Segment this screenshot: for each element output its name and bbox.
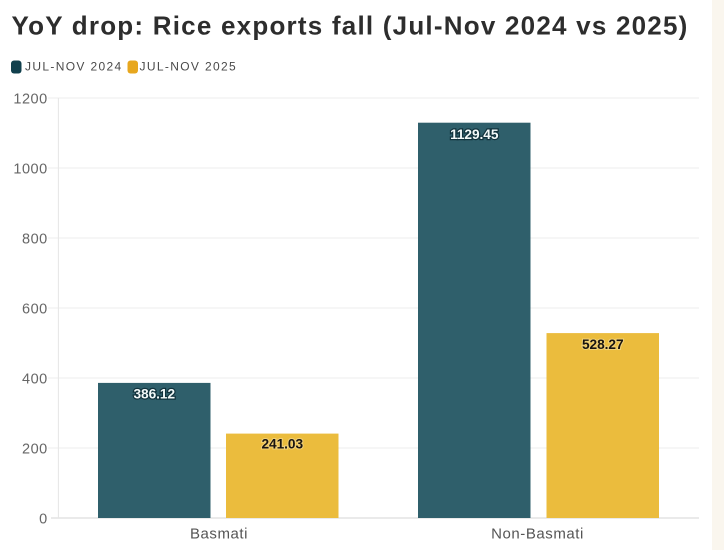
svg-text:386.12: 386.12 <box>133 387 175 402</box>
svg-text:528.27: 528.27 <box>582 337 624 352</box>
svg-text:Basmati: Basmati <box>190 525 248 542</box>
svg-text:YoY drop: Rice exports fall (J: YoY drop: Rice exports fall (Jul-Nov 202… <box>12 11 689 41</box>
svg-text:1129.45: 1129.45 <box>450 127 499 142</box>
svg-text:800: 800 <box>22 231 48 247</box>
svg-text:Non-Basmati: Non-Basmati <box>491 525 584 542</box>
svg-text:1000: 1000 <box>13 161 47 177</box>
svg-text:241.03: 241.03 <box>261 437 303 452</box>
svg-text:JUL-NOV 2024: JUL-NOV 2024 <box>25 59 123 73</box>
svg-text:JUL-NOV 2025: JUL-NOV 2025 <box>140 59 238 73</box>
svg-text:200: 200 <box>22 441 48 457</box>
svg-text:1200: 1200 <box>13 91 47 107</box>
svg-text:400: 400 <box>22 371 48 387</box>
svg-text:600: 600 <box>22 301 48 317</box>
svg-text:0: 0 <box>39 511 48 527</box>
